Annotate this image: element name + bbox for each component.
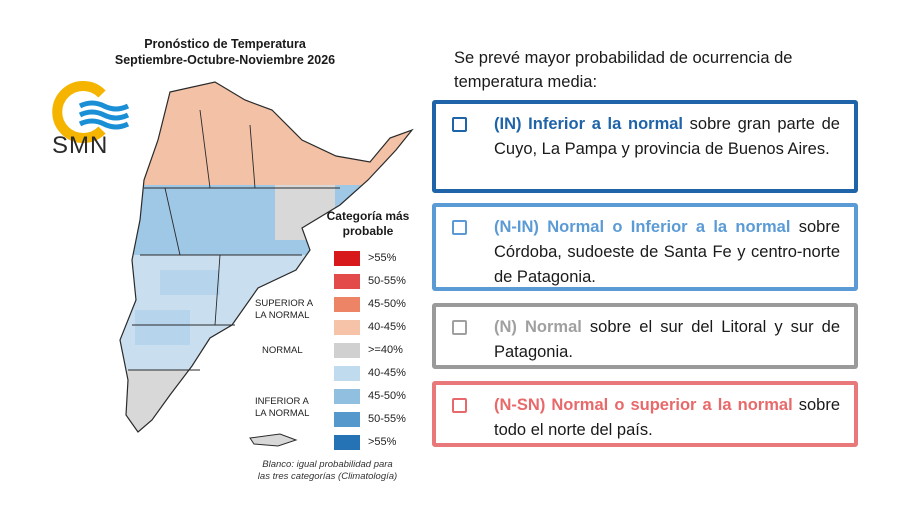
legend-title: Categoría más probable: [298, 209, 438, 239]
argentina-map: [119, 81, 414, 447]
legend-swatch: [334, 342, 360, 358]
legend-item: 40-45%: [334, 319, 406, 335]
legend-label: 50-55%: [368, 275, 406, 287]
legend-swatch: [334, 319, 360, 335]
forecast-item-normal-superior-body: sobre todo el norte del país.: [494, 396, 841, 439]
legend-swatch: [334, 411, 360, 427]
legend-item: >=40%: [334, 342, 403, 358]
legend-swatch: [334, 250, 360, 266]
legend-label: 40-45%: [368, 321, 406, 333]
legend-note: Blanco: igual probabilidad para las tres…: [240, 459, 415, 483]
smn-logo-icon: [52, 81, 130, 143]
legend-item: 45-50%: [334, 388, 406, 404]
map-title: Pronóstico de Temperatura Septiembre-Oct…: [95, 36, 355, 68]
legend-swatch: [334, 434, 360, 450]
legend-label: 45-50%: [368, 390, 406, 402]
region-shade-b: [135, 310, 190, 345]
region-shade-a: [160, 270, 220, 295]
forecast-item-normal-superior-text: (N-SN) Normal o superior a la normal sob…: [494, 393, 840, 443]
legend-label: 40-45%: [368, 367, 406, 379]
forecast-item-normal-inferior: (N-IN) Normal o Inferior a la normal sob…: [432, 203, 858, 291]
malvinas-islands: [249, 433, 298, 447]
legend-item: >55%: [334, 250, 396, 266]
map-title-line2: Septiembre-Octubre-Noviembre 2026: [114, 53, 336, 67]
forecast-item-inferior-body: sobre gran parte de Cuyo, La Pampa y pro…: [494, 115, 840, 158]
legend-swatch: [334, 273, 360, 289]
intro-text: Se prevé mayor probabilidad de ocurrenci…: [454, 49, 793, 91]
legend-group-superior: SUPERIOR A LA NORMAL: [255, 298, 313, 322]
legend-item: 50-55%: [334, 273, 406, 289]
country-outline: [119, 81, 414, 433]
checkbox-icon: [452, 117, 467, 132]
legend-item: 40-45%: [334, 365, 406, 381]
forecast-item-normal-superior-lead: (N-SN) Normal o superior a la normal: [494, 396, 793, 414]
legend-label: 50-55%: [368, 413, 406, 425]
forecast-item-normal: (N) Normal sobre el sur del Litoral y su…: [432, 303, 858, 369]
legend-group-inferior: INFERIOR A LA NORMAL: [255, 396, 309, 420]
forecast-item-normal-body: sobre el sur del Litoral y sur de Patago…: [494, 318, 840, 361]
legend-note-line2: las tres categorías (Climatología): [257, 471, 398, 482]
forecast-item-inferior: (IN) Inferior a la normal sobre gran par…: [432, 100, 858, 193]
legend-swatch: [334, 296, 360, 312]
legend-label: >55%: [368, 252, 397, 264]
legend-title-line1: Categoría más: [326, 209, 410, 223]
forecast-item-normal-lead: (N) Normal: [494, 318, 582, 336]
legend-group-inferior-line2: LA NORMAL: [255, 408, 310, 419]
province-borders: [128, 109, 340, 371]
legend-label: >55%: [368, 436, 397, 448]
checkbox-icon: [452, 220, 467, 235]
forecast-item-normal-text: (N) Normal sobre el sur del Litoral y su…: [494, 315, 840, 365]
forecast-item-inferior-lead: (IN) Inferior a la normal: [494, 115, 683, 133]
map-title-line1: Pronóstico de Temperatura: [144, 37, 306, 51]
forecast-item-normal-inferior-lead: (N-IN) Normal o Inferior a la normal: [494, 218, 791, 236]
legend-item: >55%: [334, 434, 396, 450]
smn-logo-text: SMN: [52, 132, 109, 159]
forecast-item-normal-inferior-body: sobre Córdoba, sudoeste de Santa Fe y ce…: [494, 218, 840, 286]
checkbox-icon: [452, 398, 467, 413]
legend-label: >=40%: [368, 344, 403, 356]
legend-title-line2: probable: [342, 224, 394, 238]
legend-item: 50-55%: [334, 411, 406, 427]
forecast-item-inferior-text: (IN) Inferior a la normal sobre gran par…: [494, 112, 840, 162]
forecast-item-normal-inferior-text: (N-IN) Normal o Inferior a la normal sob…: [494, 215, 840, 290]
legend-swatch: [334, 365, 360, 381]
legend-group-inferior-line1: INFERIOR A: [255, 396, 309, 407]
legend-group-superior-line2: LA NORMAL: [255, 310, 310, 321]
legend-note-line1: Blanco: igual probabilidad para: [262, 459, 393, 470]
legend-label: 45-50%: [368, 298, 406, 310]
legend-item: 45-50%: [334, 296, 406, 312]
forecast-item-normal-superior: (N-SN) Normal o superior a la normal sob…: [432, 381, 858, 447]
legend-group-normal: NORMAL: [262, 345, 303, 356]
checkbox-icon: [452, 320, 467, 335]
legend-swatch: [334, 388, 360, 404]
legend-group-superior-line1: SUPERIOR A: [255, 298, 314, 309]
